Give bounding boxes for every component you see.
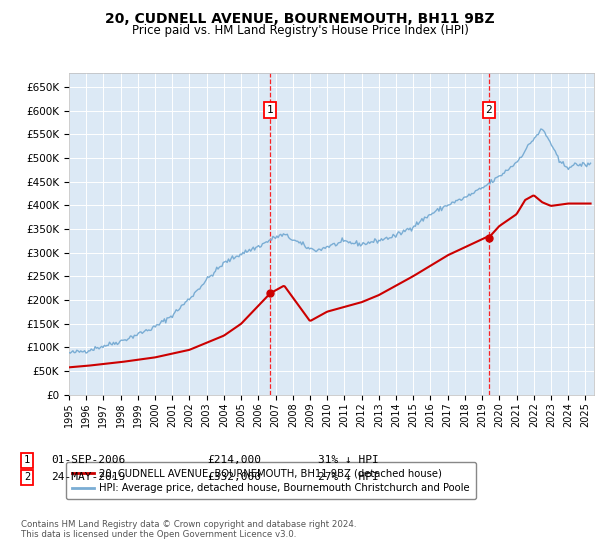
- Text: 31% ↓ HPI: 31% ↓ HPI: [318, 455, 379, 465]
- Legend: 20, CUDNELL AVENUE, BOURNEMOUTH, BH11 9BZ (detached house), HPI: Average price, : 20, CUDNELL AVENUE, BOURNEMOUTH, BH11 9B…: [67, 463, 476, 500]
- Text: £332,000: £332,000: [207, 472, 261, 482]
- Text: 1: 1: [266, 105, 273, 115]
- Text: 24-MAY-2019: 24-MAY-2019: [51, 472, 125, 482]
- Text: Contains HM Land Registry data © Crown copyright and database right 2024.
This d: Contains HM Land Registry data © Crown c…: [21, 520, 356, 539]
- Text: 20, CUDNELL AVENUE, BOURNEMOUTH, BH11 9BZ: 20, CUDNELL AVENUE, BOURNEMOUTH, BH11 9B…: [105, 12, 495, 26]
- Text: £214,000: £214,000: [207, 455, 261, 465]
- Text: 2: 2: [24, 472, 30, 482]
- Text: 27% ↓ HPI: 27% ↓ HPI: [318, 472, 379, 482]
- Text: 1: 1: [24, 455, 30, 465]
- Text: 01-SEP-2006: 01-SEP-2006: [51, 455, 125, 465]
- Text: 2: 2: [485, 105, 492, 115]
- Text: Price paid vs. HM Land Registry's House Price Index (HPI): Price paid vs. HM Land Registry's House …: [131, 24, 469, 36]
